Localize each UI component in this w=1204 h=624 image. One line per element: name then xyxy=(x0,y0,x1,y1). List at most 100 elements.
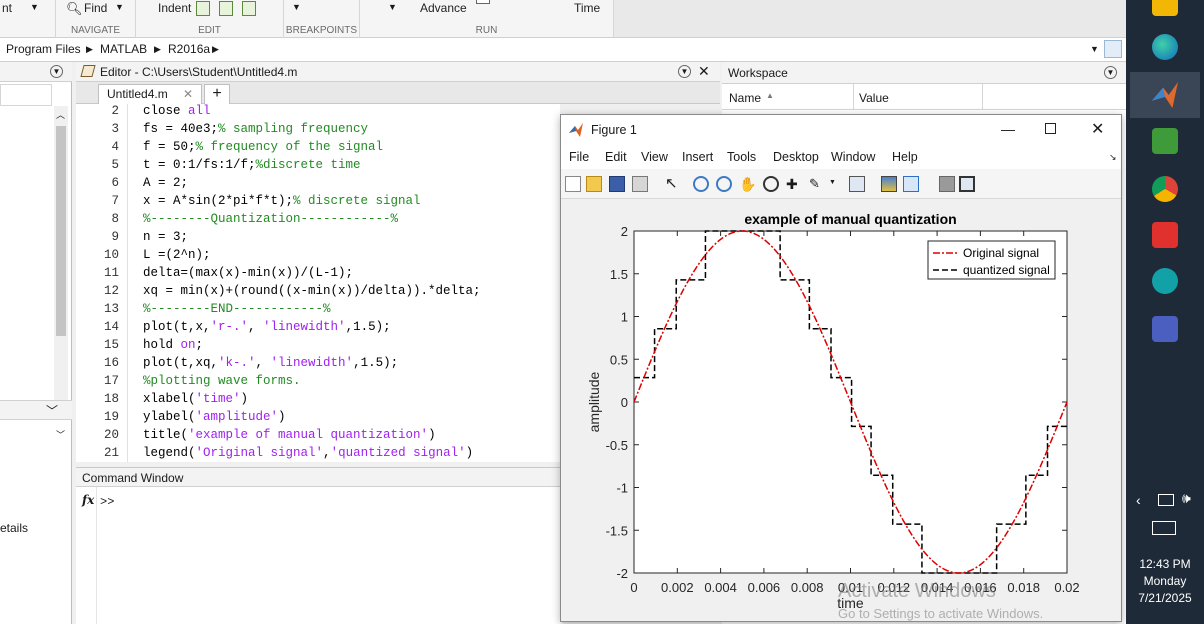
command-window[interactable]: fx >> xyxy=(76,487,562,624)
scrollbar[interactable]: ︿ ﹀ xyxy=(54,106,68,440)
fx-icon[interactable]: fx xyxy=(82,493,95,507)
menu-help[interactable]: Help xyxy=(892,150,918,164)
legend-icon[interactable] xyxy=(903,176,919,192)
keyboard-icon[interactable] xyxy=(1152,521,1176,535)
rotate-3d-icon[interactable] xyxy=(763,176,779,192)
wps-office-icon[interactable] xyxy=(1152,222,1178,248)
arduino-icon[interactable] xyxy=(1152,268,1178,294)
open-file-icon[interactable] xyxy=(586,176,602,192)
zoom-out-icon[interactable] xyxy=(716,176,732,192)
line-number: 11 xyxy=(103,266,119,280)
close-icon[interactable]: ✕ xyxy=(183,87,194,101)
run-advance-icon[interactable] xyxy=(476,0,490,4)
hide-plot-tools-icon[interactable] xyxy=(939,176,955,192)
chevron-down-icon[interactable]: ▼ xyxy=(829,179,836,186)
breadcrumb-program-files[interactable]: Program Files xyxy=(6,42,81,56)
breadcrumb-version[interactable]: R2016a xyxy=(168,42,211,56)
x-tick-label: 0.008 xyxy=(791,580,824,595)
menu-window[interactable]: Window xyxy=(831,150,876,164)
panel-menu-icon[interactable]: ▼ xyxy=(678,65,691,78)
chevron-up-icon[interactable]: ‹ xyxy=(1136,492,1141,508)
clock-day: Monday xyxy=(1143,574,1187,588)
group-label-run: RUN xyxy=(475,25,498,36)
pan-hand-icon[interactable]: ✋ xyxy=(739,176,757,192)
menu-tools[interactable]: Tools xyxy=(727,150,757,164)
brush-icon[interactable]: ✎ xyxy=(809,176,820,191)
chevron-up-icon[interactable]: ︿ xyxy=(56,110,66,120)
chart[interactable]: 0 0.002 0.004 0.006 0.008 0.01 0.012 0.014 0.016… xyxy=(561,199,1121,621)
toolstrip-item[interactable]: nt xyxy=(2,1,13,15)
search-folder-icon[interactable] xyxy=(1104,40,1122,58)
indent-decrease-icon[interactable] xyxy=(242,1,256,16)
file-explorer-icon[interactable] xyxy=(1152,0,1178,16)
chevron-down-icon[interactable]: ▼ xyxy=(115,2,124,12)
indent-increase-icon[interactable] xyxy=(219,1,233,16)
line-number: 6 xyxy=(111,176,119,190)
toolstrip-empty-area xyxy=(614,0,1126,38)
save-icon[interactable] xyxy=(609,176,625,192)
address-bar[interactable]: Program Files ▶ MATLAB ▶ R2016a ▶ ▼ xyxy=(0,38,1126,62)
code-line: fs = 40e3;% sampling frequency xyxy=(143,122,369,136)
data-cursor-icon[interactable]: ✚ xyxy=(786,176,798,192)
panel-menu-icon[interactable]: ▼ xyxy=(50,65,63,78)
menu-view[interactable]: View xyxy=(641,150,668,164)
close-icon[interactable]: ✕ xyxy=(698,63,710,79)
taskbar-clock[interactable]: 12:43 PM Monday 7/21/2025 xyxy=(1126,556,1204,607)
chevron-right-icon: ▶ xyxy=(154,44,161,54)
chevron-down-icon[interactable]: ▼ xyxy=(388,2,397,12)
menu-insert[interactable]: Insert xyxy=(682,150,714,164)
panel-menu-icon[interactable]: ▼ xyxy=(1104,66,1117,79)
app-icon[interactable] xyxy=(1152,316,1178,342)
tab-untitled4[interactable]: Untitled4.m ✕ xyxy=(98,84,202,104)
column-header-value[interactable]: Value xyxy=(859,91,889,105)
code-line: ylabel('amplitude') xyxy=(143,410,286,424)
new-figure-icon[interactable] xyxy=(565,176,581,192)
new-tab-button[interactable]: + xyxy=(204,84,230,104)
chevron-down-icon[interactable]: ﹀ xyxy=(46,404,59,418)
pointer-icon[interactable]: ↖ xyxy=(665,175,678,192)
column-header-name[interactable]: Name xyxy=(729,91,762,105)
matlab-app-icon[interactable] xyxy=(1152,82,1178,108)
line-number: 9 xyxy=(111,230,119,244)
menu-desktop[interactable]: Desktop xyxy=(773,150,819,164)
line-number: 10 xyxy=(103,248,119,262)
notepad-app-icon[interactable] xyxy=(1152,128,1178,154)
figure-title-bar[interactable]: Figure 1 — ✕ xyxy=(561,115,1121,145)
breadcrumb-matlab[interactable]: MATLAB xyxy=(100,42,148,56)
close-icon[interactable]: ✕ xyxy=(1091,121,1105,138)
minimize-icon[interactable]: — xyxy=(1001,121,1015,137)
group-label-navigate: NAVIGATE xyxy=(70,25,121,36)
run-and-time-button[interactable]: Time xyxy=(574,1,601,15)
details-header[interactable]: ﹀ xyxy=(0,400,72,420)
advance-button[interactable]: Advance xyxy=(420,1,467,15)
network-icon[interactable] xyxy=(1158,494,1174,506)
chevron-down-icon[interactable]: ▼ xyxy=(292,2,301,12)
chevron-down-icon[interactable]: ▼ xyxy=(30,2,39,12)
maximize-icon[interactable] xyxy=(1045,123,1056,134)
link-plot-icon[interactable] xyxy=(849,176,865,192)
find-button[interactable]: Find xyxy=(84,1,108,15)
folder-filter-input[interactable] xyxy=(0,84,52,106)
y-tick-label: 2 xyxy=(621,224,628,239)
edge-browser-icon[interactable] xyxy=(1152,34,1178,60)
print-icon[interactable] xyxy=(632,176,648,192)
show-plot-tools-icon[interactable] xyxy=(959,176,975,192)
chevron-down-icon[interactable]: ﹀ xyxy=(56,430,66,440)
menu-edit[interactable]: Edit xyxy=(605,150,627,164)
code-area[interactable]: close all fs = 40e3;% sampling frequency… xyxy=(128,104,560,462)
colorbar-icon[interactable] xyxy=(881,176,897,192)
zoom-in-icon[interactable] xyxy=(693,176,709,192)
dock-arrow-icon[interactable]: ↘ xyxy=(1109,152,1117,162)
line-number: 4 xyxy=(111,140,119,154)
code-line: title('example of manual quantization') xyxy=(143,428,436,442)
chevron-down-icon[interactable]: ▼ xyxy=(1090,44,1099,54)
indent-smart-icon[interactable] xyxy=(196,1,210,16)
menu-file[interactable]: File xyxy=(569,150,590,164)
chrome-browser-icon[interactable] xyxy=(1152,176,1178,202)
scrollbar-thumb[interactable] xyxy=(56,126,66,336)
toolstrip-group-edit: Indent EDIT xyxy=(136,0,284,38)
y-tick-label: 0 xyxy=(621,395,628,410)
volume-icon[interactable]: 🕪︎ xyxy=(1182,490,1191,506)
figure-window[interactable]: Figure 1 — ✕ File Edit View Insert Tools… xyxy=(560,114,1122,622)
figure-canvas[interactable]: 0 0.002 0.004 0.006 0.008 0.01 0.012 0.014 0.016… xyxy=(561,199,1121,621)
